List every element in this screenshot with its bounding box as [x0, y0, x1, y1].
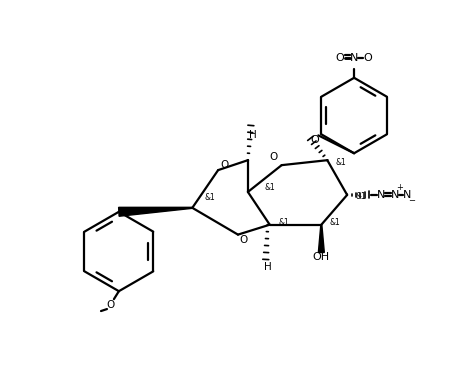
- Text: &1: &1: [278, 218, 289, 227]
- Text: O: O: [270, 152, 278, 162]
- Text: −: −: [408, 196, 415, 205]
- Text: H: H: [264, 262, 271, 272]
- Polygon shape: [318, 225, 324, 252]
- Text: O: O: [364, 53, 373, 63]
- Text: OH: OH: [313, 252, 330, 262]
- Text: &1: &1: [264, 184, 275, 192]
- Text: N: N: [391, 190, 399, 200]
- Text: N: N: [350, 53, 358, 63]
- Text: O: O: [220, 160, 228, 170]
- Text: &1: &1: [356, 192, 366, 201]
- Text: O: O: [336, 53, 344, 63]
- Text: &1: &1: [336, 158, 347, 166]
- Text: O: O: [240, 235, 248, 245]
- Polygon shape: [118, 207, 192, 216]
- Text: &1: &1: [205, 194, 216, 202]
- Text: O: O: [310, 135, 319, 145]
- Text: &1: &1: [330, 218, 341, 227]
- Text: N: N: [402, 190, 411, 200]
- Text: +: +: [396, 184, 403, 192]
- Text: N: N: [377, 190, 385, 200]
- Text: O: O: [107, 300, 115, 310]
- Text: H: H: [249, 130, 257, 140]
